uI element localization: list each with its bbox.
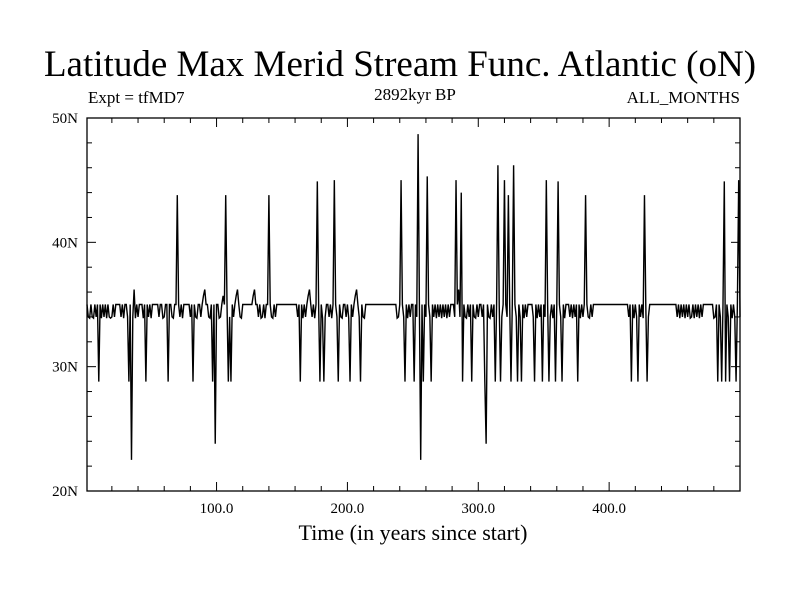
x-axis-label: Time (in years since start) [298, 520, 528, 545]
chart-subtitle: 2892kyr BP [374, 85, 456, 104]
x-tick-label: 200.0 [331, 501, 365, 517]
chart-title: Latitude Max Merid Stream Func. Atlantic… [43, 44, 757, 85]
months-label: ALL_MONTHS [626, 88, 740, 107]
x-tick-label: 100.0 [200, 501, 234, 517]
y-tick-label: 20N [52, 484, 78, 500]
y-tick-label: 40N [52, 235, 78, 251]
x-tick-label: 300.0 [461, 501, 495, 517]
x-tick-label: 400.0 [592, 501, 626, 517]
y-tick-label: 50N [52, 111, 78, 127]
series-line [86, 134, 741, 460]
y-tick-label: 30N [52, 360, 78, 376]
experiment-label: Expt = tfMD7 [88, 88, 185, 107]
